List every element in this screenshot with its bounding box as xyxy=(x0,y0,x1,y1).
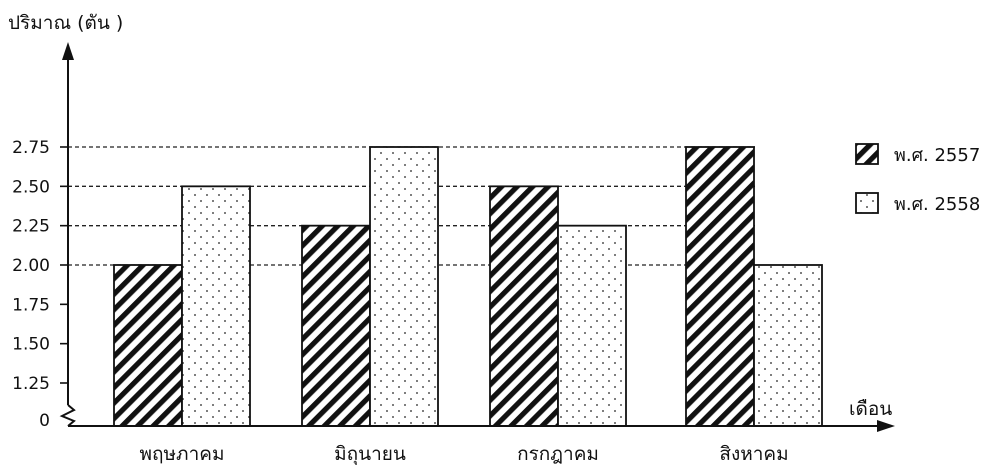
legend-swatch-2558 xyxy=(855,192,879,214)
x-axis-title: เดือน xyxy=(849,398,892,420)
bar-2558 xyxy=(557,224,627,427)
x-tick-label: กรกฎาคม xyxy=(517,443,599,465)
y-tick-label: 2.25 xyxy=(12,217,50,237)
axis-break-icon xyxy=(59,404,76,427)
x-tick-label: มิถุนายน xyxy=(334,443,406,466)
y-tick-label: 1.50 xyxy=(12,335,50,355)
legend: พ.ศ. 2557 พ.ศ. 2558 xyxy=(855,143,980,215)
legend-label-2557: พ.ศ. 2557 xyxy=(894,145,980,166)
bar-2558 xyxy=(181,185,251,427)
y-ticks: 0 1.25 1.50 1.75 2.00 2.25 2.50 2.75 xyxy=(12,138,68,431)
y-tick-label: 1.75 xyxy=(12,295,50,315)
y-axis-arrow-icon xyxy=(62,42,74,60)
y-tick-label: 1.25 xyxy=(12,374,50,394)
y-axis-title: ปริมาณ (ตัน ) xyxy=(8,12,123,34)
bar-2557 xyxy=(685,146,755,427)
y-tick-label: 2.75 xyxy=(12,138,50,158)
bar-2558 xyxy=(753,264,823,427)
x-tick-labels: พฤษภาคม มิถุนายน กรกฎาคม สิงหาคม xyxy=(140,443,789,466)
bar-2557 xyxy=(113,264,183,427)
x-axis-arrow-icon xyxy=(877,420,895,432)
y-tick-label: 2.00 xyxy=(12,256,50,276)
y-tick-label: 0 xyxy=(39,411,50,431)
x-tick-label: พฤษภาคม xyxy=(140,443,225,465)
bar-2557 xyxy=(301,224,371,427)
x-tick-label: สิงหาคม xyxy=(719,443,788,465)
bar-2557 xyxy=(489,185,559,427)
bars xyxy=(113,146,823,427)
legend-label-2558: พ.ศ. 2558 xyxy=(894,194,980,215)
bar-2558 xyxy=(369,146,439,427)
y-tick-label: 2.50 xyxy=(12,177,50,197)
legend-swatch-2557 xyxy=(855,143,879,165)
